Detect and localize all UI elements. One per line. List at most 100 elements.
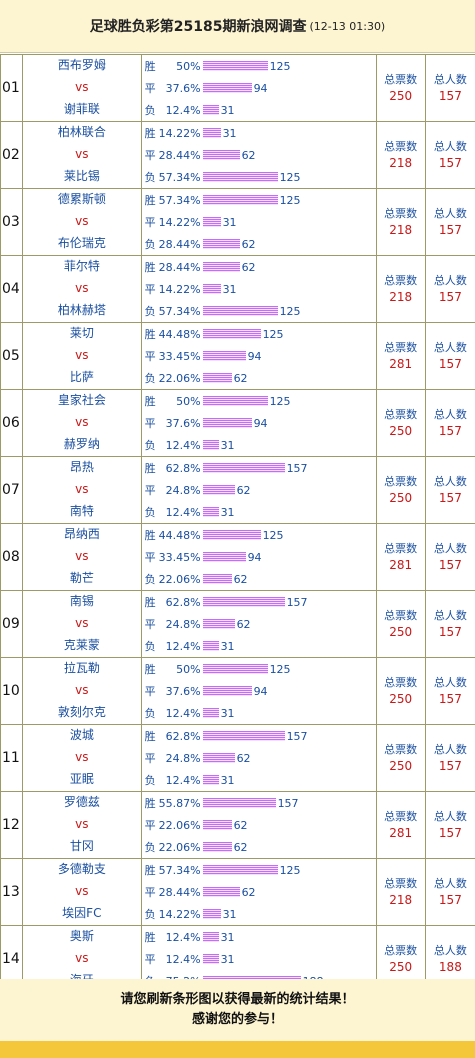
match-row: 11 波城 vs 亚眠胜 62.8% 157 平 24.8% 62 负 12.4% 31 总票数 250 总… — [0, 724, 475, 792]
match-teams: 莱切 vs 比萨 — [22, 322, 142, 390]
vs-label: vs — [75, 80, 89, 94]
draw-percent: 24.8% — [165, 751, 201, 765]
loss-bar — [202, 440, 219, 450]
win-count: 157 — [286, 729, 308, 743]
win-label: 胜 — [144, 864, 156, 877]
win-label: 胜 — [144, 663, 156, 676]
total-people-value: 157 — [438, 357, 462, 371]
win-row: 胜 50% 125 — [142, 55, 376, 77]
total-people: 总人数 157 — [424, 724, 475, 792]
total-people: 总人数 157 — [424, 121, 475, 189]
loss-label: 负 — [144, 707, 156, 720]
home-team: 德累斯顿 — [57, 192, 106, 206]
total-votes-value: 250 — [389, 960, 413, 974]
win-count: 62 — [241, 260, 256, 274]
total-votes-value: 218 — [389, 893, 413, 907]
loss-label: 负 — [144, 305, 156, 318]
loss-percent: 12.4% — [165, 706, 201, 720]
draw-label: 平 — [144, 886, 156, 899]
win-percent: 50% — [176, 662, 201, 676]
draw-percent: 24.8% — [165, 617, 201, 631]
draw-count: 94 — [253, 416, 268, 430]
total-votes-label: 总票数 — [384, 341, 418, 354]
draw-percent: 37.6% — [165, 81, 201, 95]
loss-label: 负 — [144, 573, 156, 586]
loss-count: 125 — [279, 170, 301, 184]
win-count: 125 — [262, 528, 284, 542]
vote-bars: 胜 62.8% 157 平 24.8% 62 负 12.4% 31 — [140, 724, 377, 792]
win-label: 胜 — [144, 596, 156, 609]
match-teams: 拉瓦勒 vs 敦刻尔克 — [22, 657, 142, 725]
total-people-label: 总人数 — [433, 609, 467, 622]
total-votes-label: 总票数 — [384, 743, 418, 756]
away-team: 布伦瑞克 — [57, 236, 106, 250]
match-teams: 西布罗姆 vs 谢菲联 — [22, 54, 142, 122]
vote-bars: 胜 44.48% 125 平 33.45% 94 负 22.06% 62 — [140, 523, 377, 591]
away-team: 赫罗纳 — [63, 437, 100, 451]
win-count: 157 — [277, 796, 299, 810]
total-votes-value: 281 — [389, 558, 413, 572]
win-label: 胜 — [144, 328, 156, 341]
away-team: 南特 — [69, 504, 94, 518]
win-row: 胜 57.34% 125 — [142, 189, 376, 211]
match-row: 01 西布罗姆 vs 谢菲联 胜 50% 125 平 37.6% 94 负 12.4% 31 总票数 250… — [0, 54, 475, 122]
loss-percent: 22.06% — [158, 371, 201, 385]
match-teams: 菲尔特 vs 柏林赫塔 — [22, 255, 142, 323]
win-label: 胜 — [144, 395, 156, 408]
win-label: 胜 — [144, 931, 156, 944]
draw-label: 平 — [144, 685, 156, 698]
home-team: 皇家社会 — [57, 393, 106, 407]
total-votes-label: 总票数 — [384, 609, 418, 622]
win-row: 胜 44.48% 125 — [142, 323, 376, 345]
loss-row: 负 22.06% 62 — [142, 367, 376, 389]
match-teams: 皇家社会 vs 赫罗纳 — [22, 389, 142, 457]
match-row: 02 柏林联合 vs 莱比锡 胜 14.22% 31 平 28.44% 62 负 57.34% 125 总… — [0, 121, 475, 189]
vote-bars: 胜 55.87% 157 平 22.06% 62 负 22.06% 62 — [140, 791, 377, 859]
home-team: 昂热 — [69, 460, 94, 474]
total-votes: 总票数 281 — [375, 523, 426, 591]
draw-row: 平 33.45% 94 — [142, 345, 376, 367]
match-row: 12 罗德兹 vs 甘冈 胜 55.87% 157 平 22.06% 62 负 22.06% 62 总票数… — [0, 791, 475, 859]
match-row: 09 南锡 vs 克莱蒙 胜 62.8% 157 平 24.8% 62 负 12.4% 31 总票数 250… — [0, 590, 475, 658]
win-label: 胜 — [144, 261, 156, 274]
home-team: 西布罗姆 — [57, 58, 106, 72]
win-bar — [202, 329, 261, 339]
loss-count: 125 — [279, 304, 301, 318]
draw-count: 62 — [236, 751, 251, 765]
total-votes-value: 281 — [389, 357, 413, 371]
total-people: 总人数 157 — [424, 590, 475, 658]
total-votes-value: 250 — [389, 625, 413, 639]
draw-bar — [202, 150, 240, 160]
draw-row: 平 33.45% 94 — [142, 546, 376, 568]
loss-row: 负 57.34% 125 — [142, 300, 376, 322]
total-votes: 总票数 218 — [375, 858, 426, 926]
home-team: 南锡 — [69, 594, 94, 608]
away-team: 埃因FC — [62, 906, 102, 920]
match-index: 12 — [0, 791, 24, 859]
total-votes-value: 218 — [389, 156, 413, 170]
win-percent: 57.34% — [158, 193, 201, 207]
draw-row: 平 14.22% 31 — [142, 211, 376, 233]
total-people: 总人数 157 — [424, 523, 475, 591]
total-votes-value: 250 — [389, 89, 413, 103]
win-label: 胜 — [144, 60, 156, 73]
total-people-label: 总人数 — [433, 542, 467, 555]
loss-count: 62 — [241, 237, 256, 251]
draw-label: 平 — [144, 149, 156, 162]
draw-bar — [202, 83, 252, 93]
draw-count: 62 — [241, 148, 256, 162]
win-row: 胜 62.8% 157 — [142, 725, 376, 747]
match-index: 02 — [0, 121, 24, 189]
win-bar — [202, 932, 219, 942]
away-team: 亚眠 — [69, 772, 94, 786]
draw-count: 62 — [236, 617, 251, 631]
draw-bar — [202, 351, 246, 361]
total-people-label: 总人数 — [433, 743, 467, 756]
draw-bar — [202, 686, 252, 696]
match-index: 11 — [0, 724, 24, 792]
win-count: 157 — [286, 595, 308, 609]
total-votes-label: 总票数 — [384, 274, 418, 287]
win-label: 胜 — [144, 797, 156, 810]
loss-label: 负 — [144, 506, 156, 519]
loss-label: 负 — [144, 774, 156, 787]
